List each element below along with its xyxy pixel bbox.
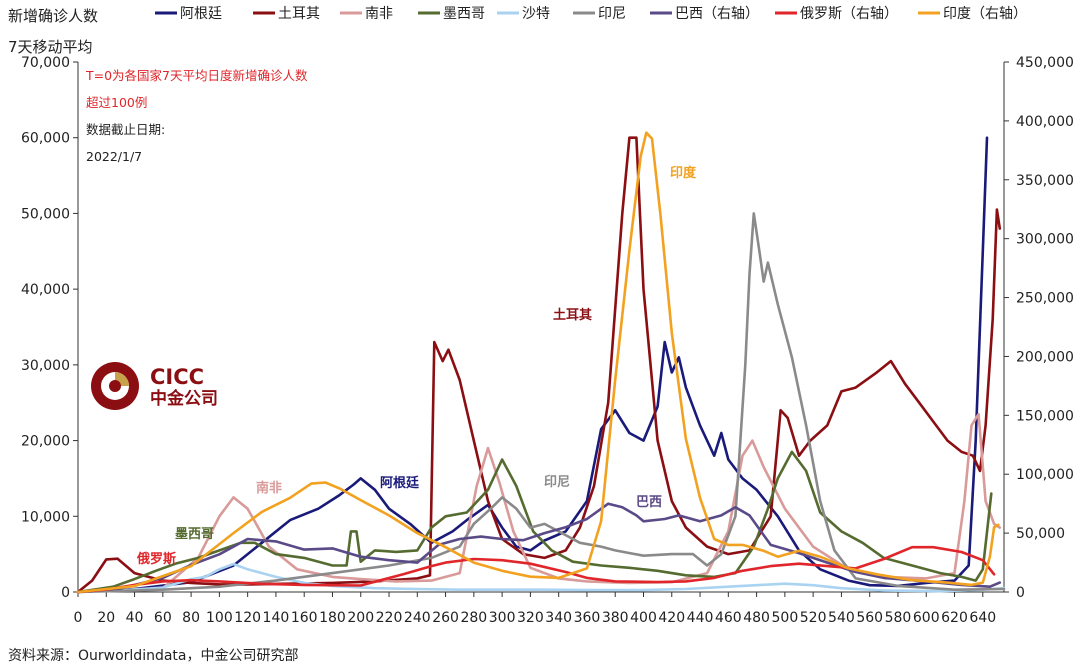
legend-label: 巴西（右轴） [675, 6, 759, 22]
x-tick-label: 600 [913, 610, 940, 626]
y-axis-subtitle: 7天移动平均 [8, 38, 93, 56]
legend-label: 南非 [365, 6, 393, 22]
x-tick-label: 480 [743, 610, 770, 626]
x-tick-label: 400 [630, 610, 657, 626]
x-tick-label: 120 [234, 610, 261, 626]
inline-label: 印度 [670, 165, 697, 181]
inline-label: 巴西 [636, 495, 662, 510]
x-tick-label: 520 [800, 610, 827, 626]
series-line [76, 450, 993, 594]
y-left-tick-label: 30,000 [21, 358, 70, 374]
series-line [76, 136, 989, 594]
x-tick-label: 180 [319, 610, 346, 626]
y-right-tick-label: 100,000 [1016, 467, 1074, 483]
x-tick-label: 440 [687, 610, 714, 626]
legend-label: 印度（右轴） [943, 6, 1027, 22]
legend-label: 俄罗斯（右轴） [800, 6, 898, 22]
inline-label: 墨西哥 [175, 526, 214, 542]
date-value: 2022/1/7 [86, 149, 142, 164]
x-tick-label: 580 [885, 610, 912, 626]
y-right-tick-label: 150,000 [1016, 408, 1074, 424]
x-tick-label: 360 [574, 610, 601, 626]
y-right-tick-label: 350,000 [1016, 173, 1074, 189]
series-line [76, 131, 1000, 594]
inline-label: 俄罗斯 [136, 551, 176, 567]
legend-label: 阿根廷 [180, 6, 222, 22]
x-tick-label: 240 [404, 610, 431, 626]
y-right-tick-label: 0 [1016, 585, 1025, 601]
x-tick-label: 140 [263, 610, 290, 626]
source-note: 资料来源：Ourworldindata，中金公司研究部 [8, 648, 299, 664]
x-tick-label: 300 [489, 610, 516, 626]
y-right-tick-label: 300,000 [1016, 232, 1074, 248]
y-left-tick-label: 0 [61, 585, 70, 601]
inline-label: 南非 [256, 480, 282, 496]
legend-label: 土耳其 [278, 6, 320, 22]
series-line [76, 212, 1006, 594]
x-tick-label: 40 [126, 610, 144, 626]
cicc-logo: CICC 中金公司 [91, 362, 218, 410]
note-line-1: T=0为各国家7天平均日度新增确诊人数 [85, 68, 308, 83]
series-layer [76, 131, 1006, 594]
legend-label: 墨西哥 [443, 6, 485, 22]
inline-label: 阿根廷 [380, 475, 420, 491]
x-tick-label: 560 [856, 610, 883, 626]
y-left-tick-label: 40,000 [21, 282, 70, 298]
x-tick-label: 340 [545, 610, 572, 626]
y-right-tick-label: 400,000 [1016, 114, 1074, 130]
y-right-tick-label: 250,000 [1016, 291, 1074, 307]
y-axis-title: 新增确诊人数 [8, 7, 98, 25]
x-tick-label: 80 [182, 610, 200, 626]
series-line [76, 502, 1002, 594]
x-tick-label: 500 [772, 610, 799, 626]
y-left-tick-label: 70,000 [21, 55, 70, 71]
y-left-tick-label: 50,000 [21, 206, 70, 222]
x-tick-label: 280 [460, 610, 487, 626]
y-left-tick-label: 10,000 [21, 509, 70, 525]
x-tick-label: 200 [347, 610, 374, 626]
x-tick-label: 460 [715, 610, 742, 626]
x-tick-label: 0 [74, 610, 83, 626]
inline-label: 印尼 [544, 475, 570, 490]
x-tick-label: 620 [941, 610, 968, 626]
x-tick-label: 20 [97, 610, 115, 626]
y-left-tick-label: 20,000 [21, 434, 70, 450]
note-line-2: 超过100例 [86, 95, 147, 110]
x-tick-label: 540 [828, 610, 855, 626]
logo-brand: CICC [150, 365, 204, 389]
y-left-tick-label: 60,000 [21, 131, 70, 147]
legend-label: 印尼 [598, 6, 626, 22]
legend-label: 沙特 [522, 6, 550, 22]
logo-brand-cn: 中金公司 [150, 388, 218, 409]
y-right-tick-label: 200,000 [1016, 349, 1074, 365]
series-line [76, 545, 996, 594]
date-label: 数据截止日期: [86, 122, 165, 137]
series-line [76, 562, 1006, 594]
y-right-tick-label: 50,000 [1016, 526, 1065, 542]
x-tick-label: 220 [376, 610, 403, 626]
axes: 0 10,000 20,000 30,000 40,000 50,000 60,000 70,… [21, 55, 1074, 626]
x-tick-label: 160 [291, 610, 318, 626]
x-tick-label: 320 [517, 610, 544, 626]
legend: 阿根廷 土耳其 南非 墨西哥 沙特 印尼 巴西（右轴） 俄罗斯（右轴） 印度（右轴） [155, 6, 1027, 22]
x-tick-label: 60 [154, 610, 172, 626]
x-tick-label: 640 [969, 610, 996, 626]
x-tick-label: 100 [206, 610, 233, 626]
inline-label: 土耳其 [553, 307, 592, 323]
x-tick-label: 380 [602, 610, 629, 626]
y-right-tick-label: 450,000 [1016, 55, 1074, 71]
x-tick-label: 260 [432, 610, 459, 626]
x-tick-label: 420 [658, 610, 685, 626]
